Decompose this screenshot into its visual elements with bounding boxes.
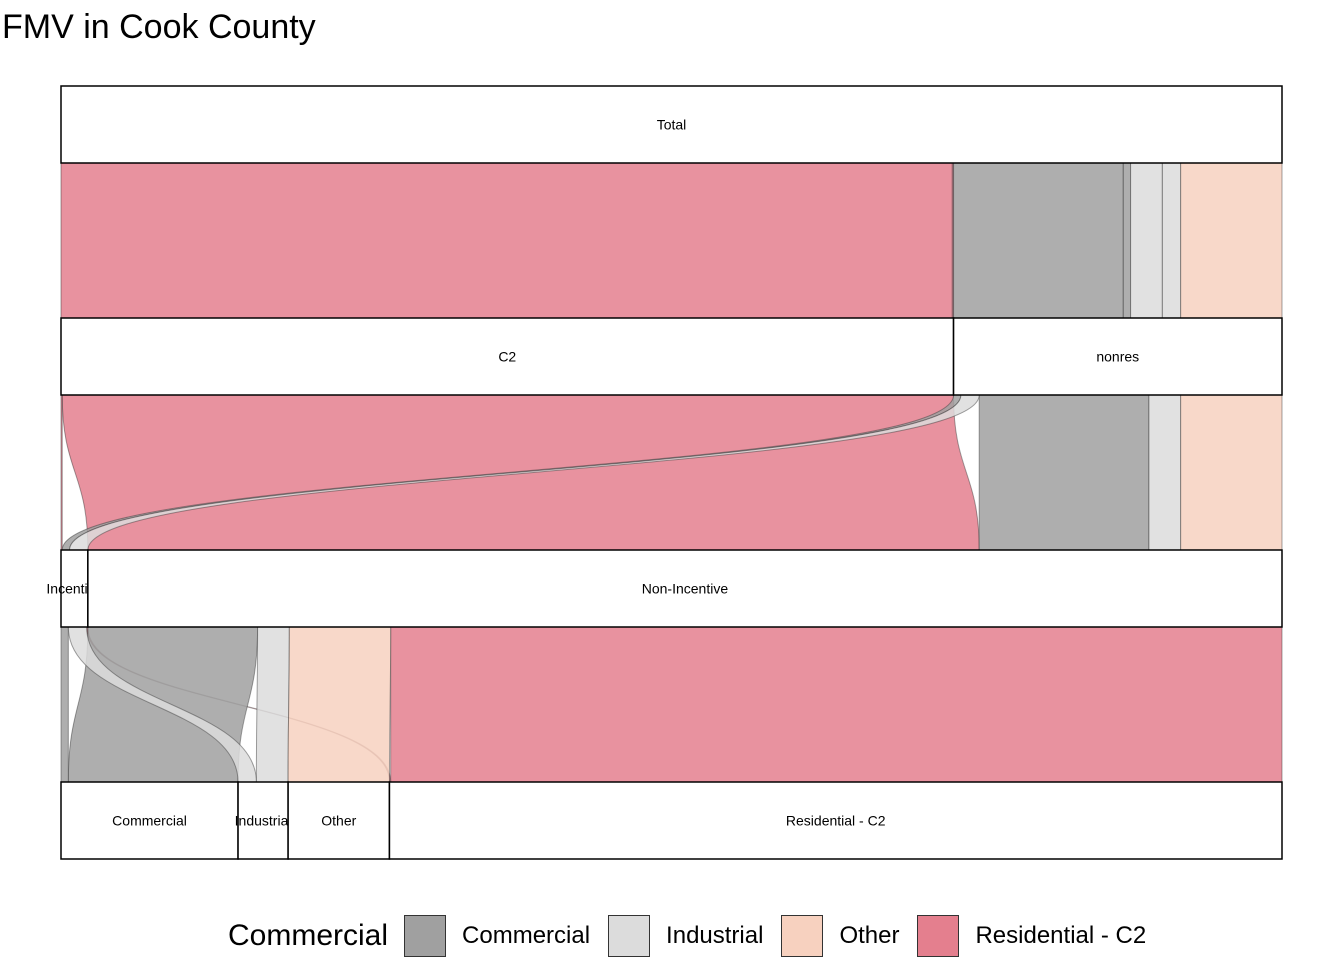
- legend-label-other: Other: [839, 922, 900, 949]
- flow-c2-to-incentive-residential-c2: [60, 394, 63, 551]
- stratum-label-non-incentive: Non-Incentive: [642, 581, 729, 597]
- stratum-label-residential-c2: Residential - C2: [786, 813, 886, 829]
- legend-key-other: [781, 915, 824, 957]
- stratum-commercial: [60, 781, 239, 860]
- flow-nonres-to-non-incentive-commercial: [978, 394, 1150, 551]
- flow-non-incentive-to-residential-c2-residential-c2: [390, 626, 1283, 783]
- stratum-total: [60, 85, 1283, 164]
- flow-layer: [60, 162, 1283, 783]
- flow-total-to-nonres-industrial: [1161, 162, 1182, 319]
- flow-non-incentive-to-industrial-industrial: [255, 626, 290, 783]
- flow-total-to-nonres-other: [1180, 162, 1283, 319]
- stratum-nonres: [952, 317, 1283, 396]
- chart-title: FMV in Cook County: [2, 8, 316, 46]
- legend-key-industrial: [608, 915, 651, 957]
- legend-label-industrial: Industrial: [666, 922, 764, 949]
- stratum-c2: [60, 317, 955, 396]
- stratum-residential-c2: [388, 781, 1283, 860]
- legend-label-commercial: Commercial: [462, 922, 591, 949]
- flow-incentive-to-commercial-commercial: [60, 626, 69, 783]
- legend-item-other: Other: [781, 915, 899, 957]
- legend-item-industrial: Industrial: [608, 915, 763, 957]
- stratum-label-other: Other: [321, 813, 356, 829]
- stratum-non-incentive: [87, 549, 1283, 628]
- flow-total-to-nonres-commercial: [953, 162, 1124, 319]
- flow-total-to-c2-residential-c2: [60, 162, 953, 319]
- flow-total-to-nonres-industrial: [1130, 162, 1163, 319]
- flow-total-to-nonres-commercial: [1122, 162, 1132, 319]
- flow-nonres-to-non-incentive-industrial: [1148, 394, 1182, 551]
- flow-non-incentive-to-other-other: [287, 626, 392, 783]
- stratum-industrial: [237, 781, 289, 860]
- stratum-label-commercial: Commercial: [112, 813, 187, 829]
- flow-nonres-to-non-incentive-other: [1180, 394, 1283, 551]
- legend-key-residential-c2: [917, 915, 960, 957]
- stratum-label-nonres: nonres: [1096, 349, 1139, 365]
- stratum-label-total: Total: [657, 117, 687, 133]
- legend: Commercial Commercial Industrial Other R…: [228, 914, 1164, 958]
- legend-key-commercial: [404, 915, 447, 957]
- legend-item-commercial: Commercial: [404, 915, 590, 957]
- stratum-label-industrial: Industrial: [235, 813, 292, 829]
- stratum-other: [287, 781, 391, 860]
- legend-title: Commercial: [228, 919, 389, 952]
- stratum-label-c2: C2: [498, 349, 516, 365]
- legend-label-residential-c2: Residential - C2: [975, 922, 1147, 949]
- legend-item-residential-c2: Residential - C2: [917, 915, 1146, 957]
